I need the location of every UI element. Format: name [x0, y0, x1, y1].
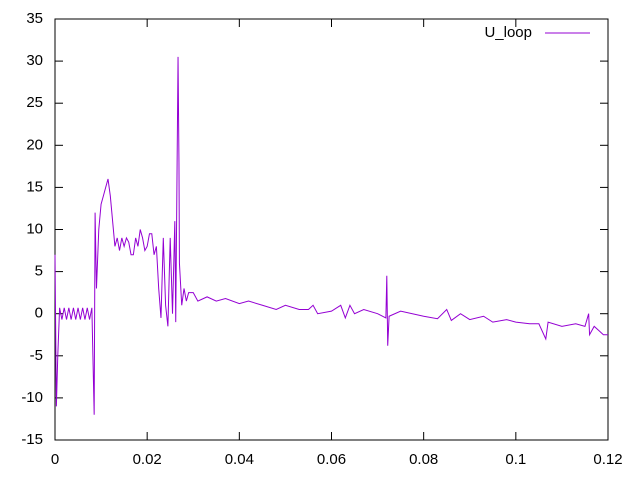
x-tick-label: 0.1	[505, 451, 526, 468]
y-tick-label: 5	[35, 263, 43, 280]
y-tick-label: 30	[26, 52, 43, 69]
y-tick-label: 35	[26, 10, 43, 27]
x-tick-label: 0.12	[593, 451, 622, 468]
y-tick-label: -10	[21, 389, 43, 406]
x-tick-label: 0.08	[409, 451, 438, 468]
y-tick-label: 10	[26, 220, 43, 237]
x-tick-label: 0.06	[317, 451, 346, 468]
y-tick-label: -5	[30, 347, 43, 364]
x-tick-label: 0.02	[133, 451, 162, 468]
plot-frame	[54, 18, 609, 441]
legend-label: U_loop	[484, 24, 532, 41]
y-tick-label: 0	[35, 305, 43, 322]
x-tick-label: 0	[51, 451, 59, 468]
data-line	[54, 56, 608, 415]
x-tick-label: 0.04	[225, 451, 254, 468]
y-tick-label: 20	[26, 136, 43, 153]
y-tick-label: -15	[21, 431, 43, 448]
y-tick-label: 15	[26, 178, 43, 195]
y-tick-label: 25	[26, 94, 43, 111]
